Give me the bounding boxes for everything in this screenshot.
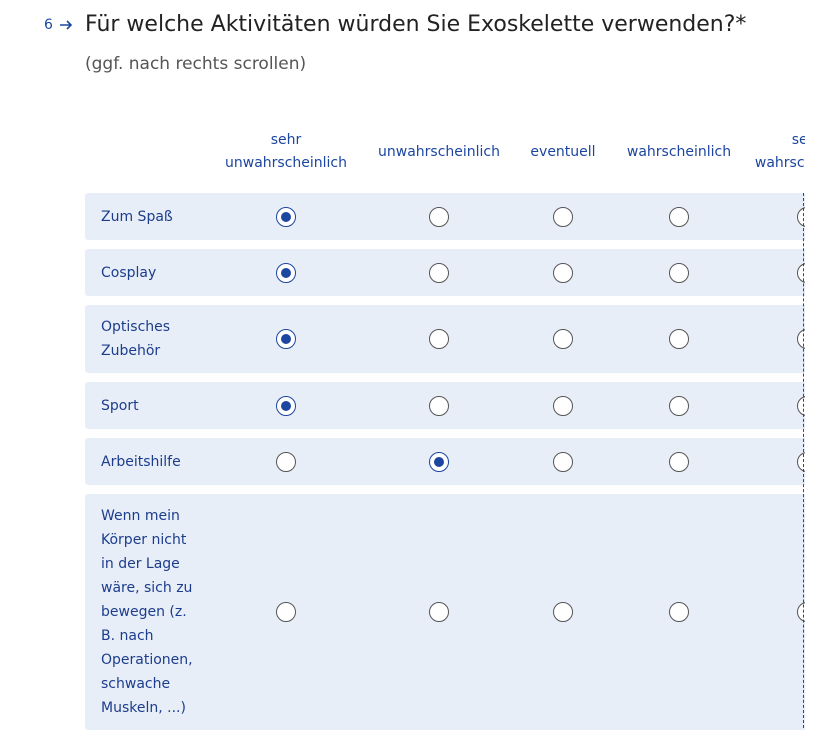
column-header: sehr wahrscheinlich — [754, 132, 805, 171]
radio-button[interactable] — [429, 329, 449, 349]
radio-button[interactable] — [553, 602, 573, 622]
row-label: Optisches Zubehör — [101, 319, 171, 359]
column-header: eventuell — [530, 143, 596, 160]
question-title: Für welche Aktivitäten würden Sie Exoske… — [85, 12, 747, 37]
radio-button[interactable] — [553, 206, 573, 227]
radio-button[interactable] — [276, 206, 296, 227]
column-header: unwahrscheinlich — [378, 143, 500, 160]
row-label: Arbeitshilfe — [101, 453, 181, 470]
radio-button[interactable] — [276, 602, 296, 622]
radio-button[interactable] — [429, 395, 449, 416]
radio-button[interactable] — [669, 395, 689, 416]
column-header: wahrscheinlich — [626, 143, 732, 160]
radio-button[interactable] — [553, 329, 573, 349]
radio-button[interactable] — [276, 262, 296, 283]
arrow-icon — [60, 20, 73, 30]
radio-button[interactable] — [669, 329, 689, 349]
scroll-edge — [803, 193, 804, 728]
row-label: Cosplay — [101, 264, 157, 281]
row-label: Sport — [101, 397, 139, 414]
radio-button[interactable] — [429, 602, 449, 622]
radio-button[interactable] — [276, 395, 296, 416]
radio-button[interactable] — [553, 451, 573, 472]
row-label: Wenn mein Körper nicht in der Lage wäre,… — [101, 508, 193, 716]
question-subtitle: (ggf. nach rechts scrollen) — [85, 54, 307, 74]
radio-button[interactable] — [276, 329, 296, 349]
radio-button[interactable] — [669, 262, 689, 283]
radio-button[interactable] — [429, 262, 449, 283]
matrix: sehr unwahrscheinlich unwahrscheinlich eve… — [85, 120, 805, 746]
radio-button[interactable] — [669, 451, 689, 472]
radio-button[interactable] — [669, 602, 689, 622]
radio-button[interactable] — [553, 395, 573, 416]
radio-button[interactable] — [429, 206, 449, 227]
radio-button[interactable] — [429, 451, 449, 472]
radio-button[interactable] — [553, 262, 573, 283]
column-header: sehr unwahrscheinlich — [225, 132, 347, 171]
row-label: Zum Spaß — [101, 208, 173, 225]
radio-button[interactable] — [669, 206, 689, 227]
question-number: 6 — [44, 17, 53, 33]
radio-button[interactable] — [276, 451, 296, 472]
